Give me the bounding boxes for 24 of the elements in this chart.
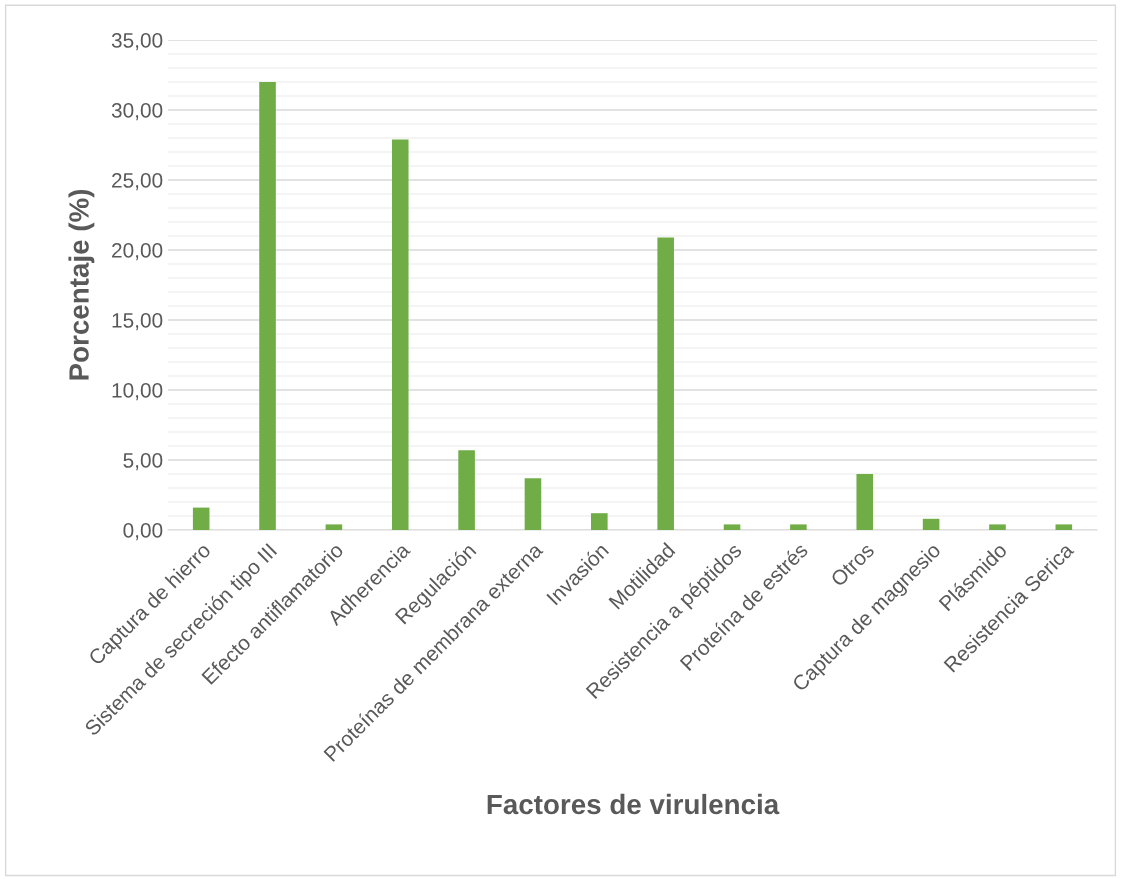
bar [325,524,343,530]
y-tick-label: 0,00 [123,523,163,541]
bar [591,513,608,530]
y-axis-title: Porcentaje (%) [68,189,95,380]
bar [922,518,940,530]
y-tick-label: 25,00 [112,173,163,191]
bar [723,524,741,530]
bar [259,82,276,530]
bar [524,478,542,530]
y-tick-label: 20,00 [112,243,163,261]
y-tick-label: 10,00 [112,383,163,401]
bar [989,524,1006,530]
y-tick-label: 5,00 [123,453,163,471]
bar [391,139,409,530]
bar [657,237,674,530]
bar [458,450,475,530]
y-tick-label: 15,00 [112,313,163,331]
y-tick-label: 35,00 [111,33,163,51]
bar [192,507,210,530]
bar [1055,524,1073,530]
x-axis-title: Factores de virulencia [487,793,780,815]
y-tick-label: 30,00 [111,103,163,121]
bar [856,474,874,530]
bar [790,524,807,530]
